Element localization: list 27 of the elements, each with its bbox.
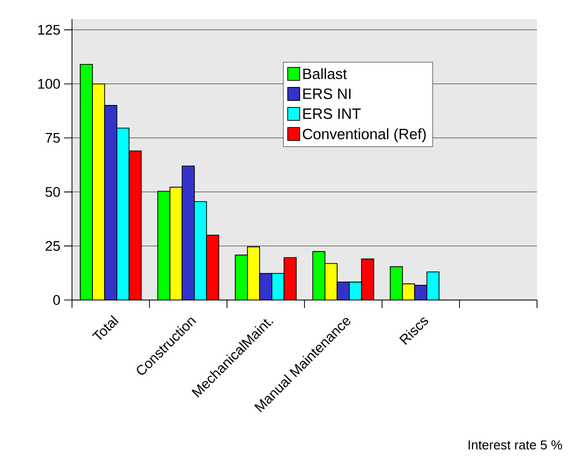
legend-label: Conventional (Ref) xyxy=(302,128,426,142)
bar xyxy=(390,266,403,300)
bar xyxy=(92,84,105,300)
bar xyxy=(104,105,117,300)
y-tick-label: 125 xyxy=(38,24,60,35)
legend-label: ERS NI xyxy=(303,88,351,100)
y-tick-label: 0 xyxy=(53,295,60,305)
bar xyxy=(414,284,428,300)
legend-label: Ballast xyxy=(303,68,347,80)
bar xyxy=(235,255,248,300)
text: Interest rate 5 % xyxy=(468,440,562,450)
y-tick-label: 100 xyxy=(38,78,60,89)
bar xyxy=(312,252,325,300)
bar xyxy=(170,187,182,300)
bar xyxy=(284,258,296,300)
bar xyxy=(129,150,142,300)
bar xyxy=(260,273,272,300)
legend-label: ERS INT xyxy=(303,108,361,119)
y-tick-label: 25 xyxy=(46,241,60,251)
y-tick-label: 50 xyxy=(46,186,60,197)
y-tick-label: 75 xyxy=(46,133,60,143)
bar xyxy=(158,191,170,300)
bar xyxy=(182,166,194,300)
bar xyxy=(116,128,130,300)
bar xyxy=(206,235,219,300)
bar xyxy=(361,258,374,300)
bar xyxy=(80,64,92,300)
